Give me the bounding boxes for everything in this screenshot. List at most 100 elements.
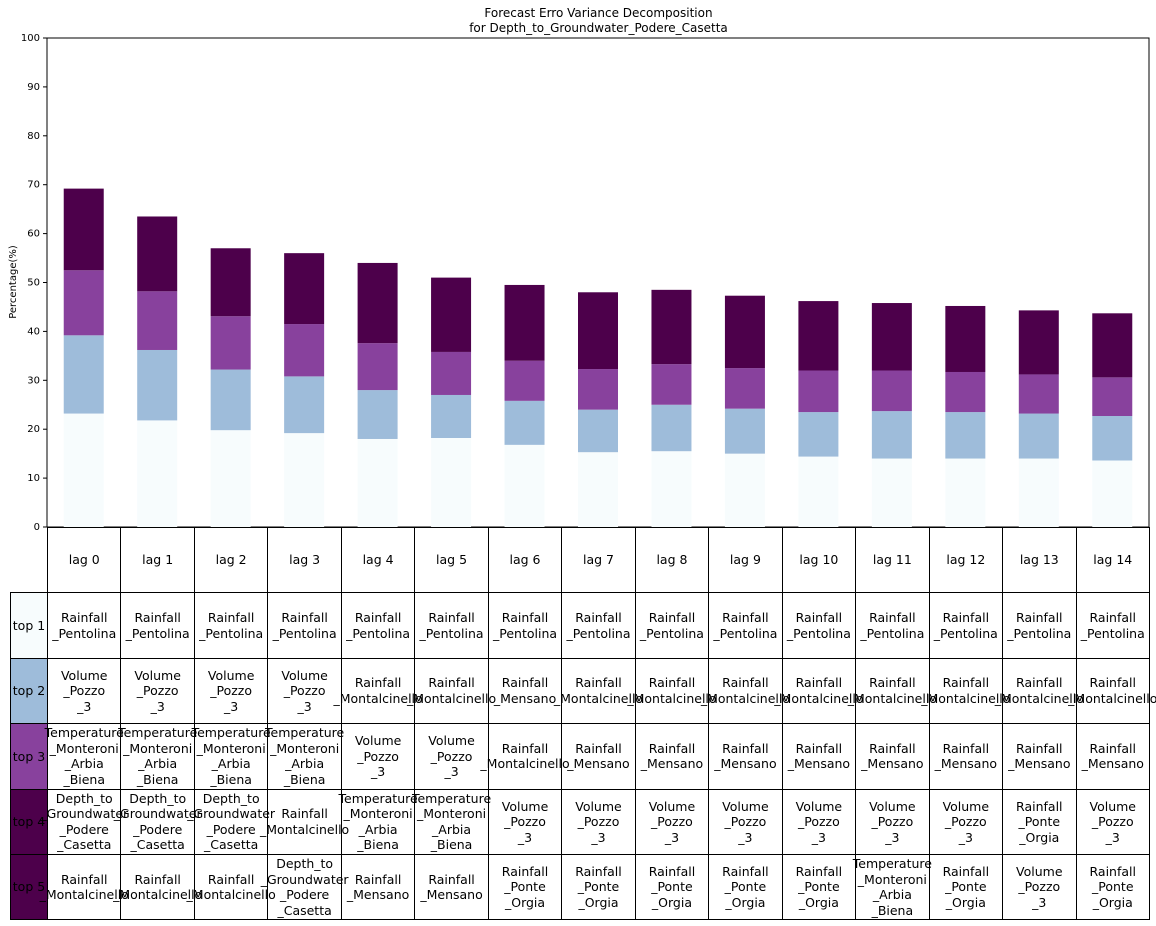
bar-segment	[504, 400, 545, 445]
bar-segment	[137, 291, 178, 350]
table-cell: Rainfall _Montalcinello	[848, 657, 937, 725]
bar-segment	[504, 284, 545, 361]
table-column-header: lag 4	[340, 527, 416, 594]
table-cell: Volume _Pozzo _3	[47, 657, 122, 725]
bar-segment	[871, 458, 912, 527]
bar-segment	[651, 451, 692, 527]
bar-segment	[210, 369, 251, 431]
table-row-label: top 3	[10, 723, 48, 790]
table-cell: Rainfall _Montalcinello	[774, 657, 863, 725]
table-cell: Rainfall _Montalcinello	[995, 657, 1084, 725]
table-cell: Rainfall _Pentolina	[414, 592, 489, 659]
table-cell: Rainfall _Ponte _Orgia	[487, 854, 563, 921]
bar-segment	[357, 262, 398, 344]
table-cell: Rainfall _Montalcinello	[921, 657, 1010, 725]
bar-segment	[798, 456, 839, 527]
table-cell: Rainfall _Montalcinello	[407, 657, 496, 725]
table-cell: Rainfall _Montalcinello	[333, 657, 423, 725]
bar-segment	[578, 369, 618, 410]
bar-segment	[357, 438, 398, 527]
table-cell: Volume _Pozzo _3	[561, 788, 636, 855]
bar-segment	[724, 295, 765, 369]
y-tick-label: 40	[27, 326, 40, 337]
y-tick-label: 100	[21, 33, 40, 44]
bar-segment	[137, 216, 178, 292]
table-cell: Rainfall _Pentolina	[855, 592, 930, 659]
table-cell: Volume _Pozzo _3	[855, 788, 930, 855]
bar-segment	[63, 335, 104, 414]
table-cell: Rainfall _Montalcinello	[113, 854, 202, 921]
bar-segment	[284, 253, 325, 325]
y-tick-label: 90	[27, 82, 40, 93]
bar-segment	[871, 303, 912, 371]
table-column-header: lag 10	[781, 527, 857, 594]
y-tick-label: 0	[34, 522, 40, 533]
table-column-header: lag 6	[487, 527, 563, 594]
table-column-header: lag 1	[120, 527, 195, 594]
table-cell: Rainfall _Ponte _Orgia	[634, 854, 710, 921]
table-column-header: lag 3	[267, 527, 342, 594]
bar-segment	[724, 368, 765, 409]
table-cell: Rainfall _Mensano	[928, 723, 1004, 790]
bar-segment	[798, 412, 839, 457]
table-cell: Rainfall _Mensano	[561, 723, 636, 790]
table-cell: Volume _Pozzo _3	[1075, 788, 1150, 855]
bar-segment	[431, 277, 472, 352]
bar-segment	[210, 248, 251, 317]
table-cell: Rainfall _Pentolina	[267, 592, 342, 659]
bar-segment	[1018, 374, 1059, 414]
table-column-header: lag 9	[708, 527, 783, 594]
table-cell: Rainfall _Ponte _Orgia	[781, 854, 857, 921]
table-cell: Temperature _Monteroni _Arbia _Biena	[45, 723, 124, 790]
bar-segment	[578, 409, 618, 453]
table-cell: Rainfall _Pentolina	[1002, 592, 1077, 659]
bar-segment	[945, 305, 986, 372]
table-cell: Volume _Pozzo _3	[120, 657, 195, 725]
table-cell: Volume _Pozzo _3	[634, 788, 710, 855]
bar-segment	[578, 292, 618, 370]
bar-segment	[651, 289, 692, 365]
table-cell: Depth_to _Groundwater _Podere _Casetta	[187, 788, 275, 855]
table-cell: Temperature _Monteroni _Arbia _Biena	[265, 723, 344, 790]
bar-segment	[798, 370, 839, 413]
table-cell: Depth_to _Groundwater _Podere _Casetta	[114, 788, 202, 855]
table-cell: Rainfall _Montalcinello	[260, 788, 349, 855]
bar-segment	[284, 376, 325, 434]
table-cell: Rainfall _Mensano	[1002, 723, 1077, 790]
bar-segment	[504, 360, 545, 401]
table-column-header: lag 12	[928, 527, 1004, 594]
bar-segment	[63, 188, 104, 271]
table-cell: Rainfall _Pentolina	[193, 592, 269, 659]
bar-segment	[210, 430, 251, 527]
table-cell: Temperature _Monteroni _Arbia _Biena	[192, 723, 271, 790]
bar-segment	[504, 444, 545, 527]
y-tick-label: 80	[27, 131, 40, 142]
table-cell: Temperature _Monteroni _Arbia _Biena	[339, 788, 418, 855]
bar-segment	[357, 390, 398, 439]
bar-segment	[284, 433, 325, 527]
table-cell: Temperature _Monteroni _Arbia _Biena	[853, 854, 932, 921]
chart-title: Forecast Erro Variance Decomposition for…	[469, 6, 728, 35]
bar-segment	[945, 371, 986, 413]
bar-segment	[1092, 460, 1133, 527]
table-cell: Rainfall _Montalcinello	[701, 657, 790, 725]
bar-segment	[1018, 458, 1059, 527]
table-row-label: top 4	[10, 788, 48, 855]
table-cell: Rainfall _Mensano	[414, 854, 489, 921]
table-cell: Rainfall _Mensano	[340, 854, 416, 921]
table-cell: Rainfall _Montalcinello	[187, 854, 276, 921]
table-cell: Volume _Pozzo _3	[487, 788, 563, 855]
bar-segment	[1092, 313, 1133, 378]
table-cell: Temperature _Monteroni _Arbia _Biena	[412, 788, 491, 855]
table-column-header: lag 2	[193, 527, 269, 594]
bar-segment	[651, 364, 692, 405]
table-cell: Rainfall _Montalcinello	[1068, 657, 1156, 725]
table-cell: Volume _Pozzo _3	[781, 788, 857, 855]
table-column-header: lag 14	[1075, 527, 1150, 594]
table-column-header: lag 13	[1002, 527, 1077, 594]
bar-segment	[724, 408, 765, 454]
bar-segment	[1092, 415, 1133, 461]
table-cell: Rainfall _Pentolina	[561, 592, 636, 659]
